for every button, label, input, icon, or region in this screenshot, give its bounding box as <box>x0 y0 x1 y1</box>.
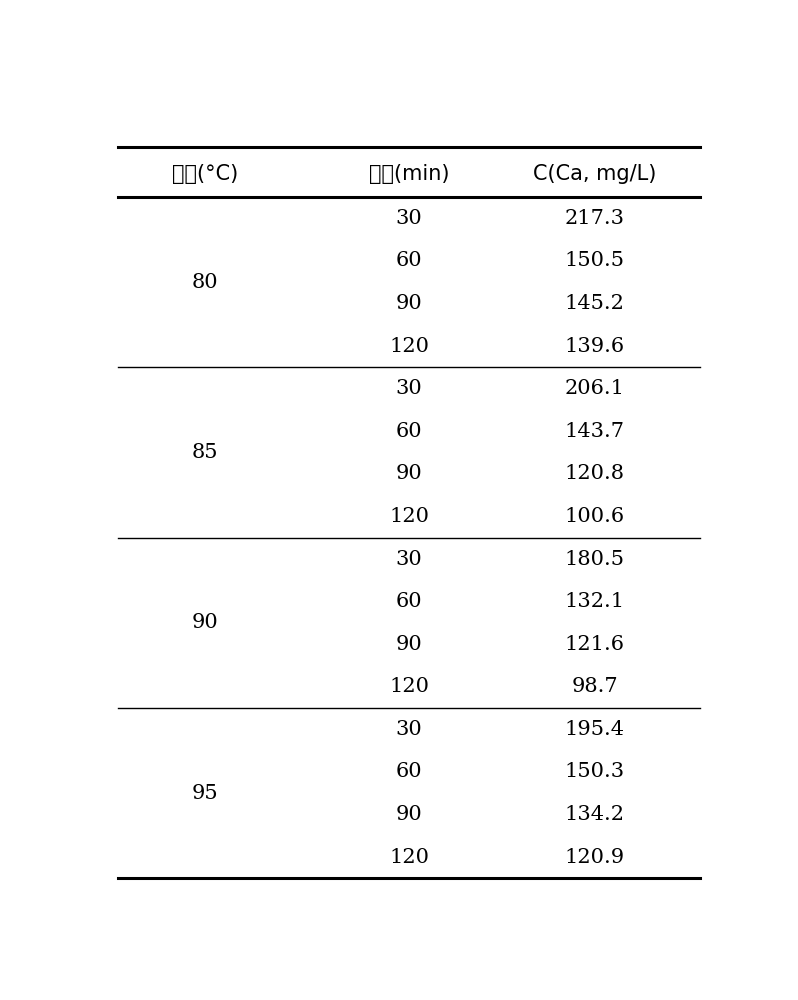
Text: 60: 60 <box>396 422 422 441</box>
Text: 120: 120 <box>389 337 429 356</box>
Text: 90: 90 <box>396 635 422 654</box>
Text: 120.9: 120.9 <box>564 848 625 867</box>
Text: C(Ca, mg/L): C(Ca, mg/L) <box>533 164 656 184</box>
Text: 60: 60 <box>396 762 422 781</box>
Text: 30: 30 <box>396 720 422 739</box>
Text: 134.2: 134.2 <box>564 805 625 824</box>
Text: 217.3: 217.3 <box>564 209 625 228</box>
Text: 98.7: 98.7 <box>571 677 618 696</box>
Text: 90: 90 <box>396 805 422 824</box>
Text: 150.3: 150.3 <box>564 762 625 781</box>
Text: 132.1: 132.1 <box>564 592 625 611</box>
Text: 30: 30 <box>396 550 422 569</box>
Text: 60: 60 <box>396 592 422 611</box>
Text: 100.6: 100.6 <box>564 507 625 526</box>
Text: 120: 120 <box>389 848 429 867</box>
Text: 150.5: 150.5 <box>564 251 625 270</box>
Text: 80: 80 <box>192 273 218 292</box>
Text: 180.5: 180.5 <box>564 550 625 569</box>
Text: 95: 95 <box>192 784 218 803</box>
Text: 120: 120 <box>389 507 429 526</box>
Text: 30: 30 <box>396 379 422 398</box>
Text: 30: 30 <box>396 209 422 228</box>
Text: 90: 90 <box>396 294 422 313</box>
Text: 139.6: 139.6 <box>564 337 625 356</box>
Text: 145.2: 145.2 <box>564 294 625 313</box>
Text: 85: 85 <box>192 443 218 462</box>
Text: 121.6: 121.6 <box>564 635 625 654</box>
Text: 195.4: 195.4 <box>564 720 625 739</box>
Text: 温度(°C): 温度(°C) <box>172 164 238 184</box>
Text: 90: 90 <box>396 464 422 483</box>
Text: 120: 120 <box>389 677 429 696</box>
Text: 时间(min): 时间(min) <box>369 164 449 184</box>
Text: 143.7: 143.7 <box>564 422 625 441</box>
Text: 206.1: 206.1 <box>564 379 625 398</box>
Text: 60: 60 <box>396 251 422 270</box>
Text: 90: 90 <box>192 613 219 632</box>
Text: 120.8: 120.8 <box>564 464 625 483</box>
